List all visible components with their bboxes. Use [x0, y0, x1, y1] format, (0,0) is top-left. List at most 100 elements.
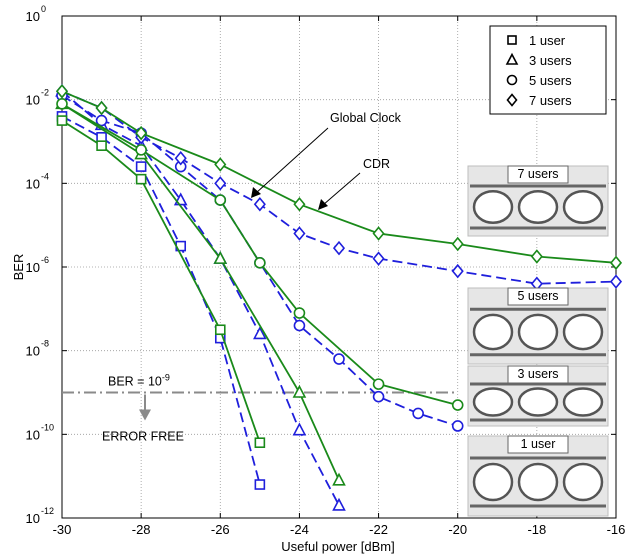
legend-item-circle: 5 users [506, 73, 572, 88]
marker-square [96, 140, 107, 151]
eye-label-box [507, 165, 569, 184]
legend-label: 1 user [529, 33, 566, 48]
eye-diagram-1: 7 users [467, 165, 609, 237]
annotation-cdr: CDR [363, 157, 390, 171]
marker-square [56, 115, 68, 126]
marker-diamond [451, 236, 464, 252]
marker-diamond [135, 125, 148, 141]
threshold-arrow-head [139, 409, 151, 421]
marker-circle [451, 420, 464, 432]
marker-circle [214, 194, 227, 206]
eye-opening [562, 387, 604, 417]
x-tick-label: -26 [211, 522, 230, 537]
eye-label-box [507, 365, 569, 384]
marker-diamond [372, 251, 385, 266]
y-tick-label: 10 [26, 511, 40, 526]
marker-circle [451, 399, 464, 411]
eye-diagram-4: 1 user [467, 435, 609, 517]
eye-opening [472, 387, 514, 417]
series-diamond-cdr [55, 84, 623, 271]
marker-square [214, 324, 226, 336]
y-tick-label: 10 [26, 93, 40, 108]
marker-diamond [55, 84, 69, 99]
marker-square [507, 35, 517, 45]
annotations: Global Clock CDR [251, 111, 402, 210]
eye-diagram-label: 5 users [518, 289, 559, 303]
marker-triangle [332, 472, 346, 486]
x-tick-label: -20 [448, 522, 467, 537]
legend-item-square: 1 user [507, 33, 566, 48]
y-tick-label: 10 [26, 260, 40, 275]
marker-circle [333, 353, 345, 365]
annotation-global-clock: Global Clock [330, 111, 402, 125]
marker-diamond [609, 255, 623, 271]
y-tick-label: 10 [26, 176, 40, 191]
marker-diamond [506, 93, 518, 107]
eye-diagram-2: 5 users [467, 287, 609, 365]
grid [62, 16, 616, 518]
marker-triangle [292, 422, 307, 436]
series-line [61, 115, 261, 485]
y-tick-exponent: -8 [41, 339, 49, 349]
marker-square [254, 437, 266, 449]
legend-item-diamond: 7 users [506, 93, 572, 108]
y-tick-label: 10 [26, 427, 40, 442]
y-tick-exponent: -4 [41, 171, 49, 181]
eye-opening [517, 313, 559, 351]
marker-circle [254, 257, 266, 269]
eye-label-box [507, 435, 569, 454]
marker-circle [56, 98, 68, 110]
marker-circle [506, 74, 518, 86]
marker-diamond [174, 150, 187, 166]
marker-circle [135, 144, 147, 156]
marker-triangle [505, 52, 519, 65]
x-tick-label: -24 [290, 522, 309, 537]
x-tick-label: -18 [527, 522, 546, 537]
y-tick-label: 10 [26, 344, 40, 359]
eye-opening [517, 462, 559, 502]
series-layer [55, 83, 623, 511]
y-tick-exponent: -12 [41, 506, 54, 516]
legend: 1 user 3 users 5 users 7 users [489, 25, 607, 115]
eye-opening [472, 190, 514, 224]
marker-diamond [332, 240, 346, 256]
eye-label-box [507, 287, 569, 306]
y-tick-label: 10 [26, 9, 40, 24]
series-line [61, 90, 340, 506]
eye-opening [562, 462, 604, 502]
marker-circle [412, 407, 424, 420]
threshold-label-base: BER = 10 [108, 375, 162, 389]
eye-opening [517, 190, 559, 224]
x-axis-label-text: Useful power [281, 539, 360, 554]
marker-square [135, 173, 147, 185]
legend-label: 7 users [529, 93, 572, 108]
marker-diamond [372, 226, 385, 241]
marker-diamond [214, 176, 227, 191]
x-tick-label: -16 [607, 522, 626, 537]
y-axis-label: BER [11, 254, 26, 281]
marker-triangle [253, 326, 267, 340]
y-tick-exponent: -10 [41, 422, 54, 432]
marker-diamond [253, 197, 266, 212]
x-axis-label: Useful power [dBm] [281, 539, 394, 554]
eye-opening [472, 462, 514, 502]
threshold-group: BER = 10-9 ERROR FREE [62, 373, 458, 444]
marker-circle [293, 307, 306, 319]
y-tick-exponent: 0 [41, 4, 46, 14]
eye-diagram-label: 7 users [518, 167, 559, 181]
eye-opening [472, 313, 514, 351]
y-tick-exponent: -6 [41, 255, 49, 265]
marker-diamond [214, 157, 227, 172]
marker-triangle [292, 384, 307, 398]
eye-diagram-label: 1 user [521, 437, 556, 451]
marker-circle [95, 114, 108, 127]
annotation-arrow-line [322, 172, 361, 206]
marker-diamond [530, 249, 543, 264]
error-free-label: ERROR FREE [102, 430, 184, 444]
eye-diagram-label: 3 users [518, 367, 559, 381]
threshold-label: BER = 10-9 [108, 373, 170, 389]
x-tick-label: -30 [53, 522, 72, 537]
marker-diamond [609, 274, 623, 289]
eye-opening [517, 387, 559, 417]
